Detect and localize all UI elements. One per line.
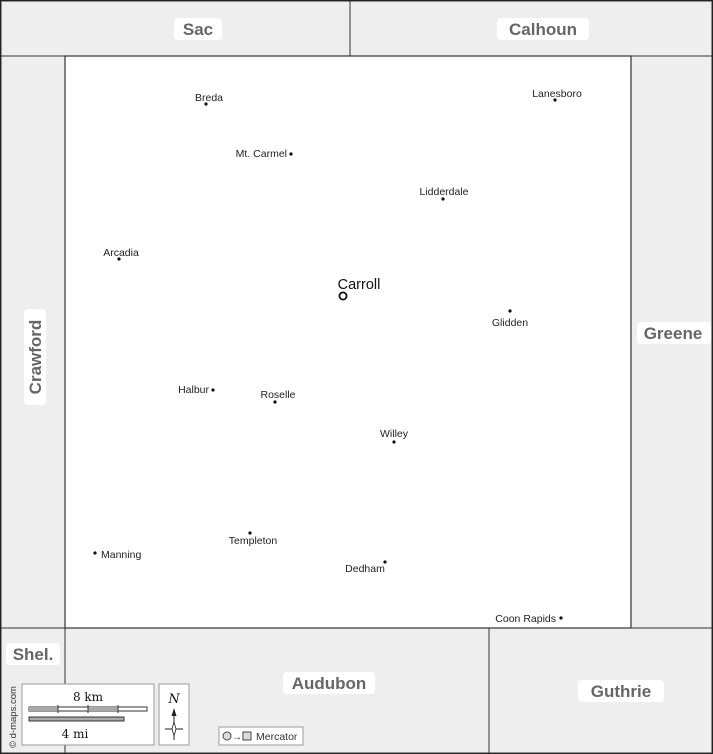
mt-carmel-label: Mt. Carmel xyxy=(236,148,287,160)
scale-mi-label: 4 mi xyxy=(62,727,89,741)
guthrie-label: Guthrie xyxy=(591,682,651,701)
sac-label-group: Sac xyxy=(174,18,222,40)
templeton-marker xyxy=(248,531,252,535)
scale-km-label: 8 km xyxy=(73,690,104,704)
roselle-label: Roselle xyxy=(260,389,295,401)
mt-carmel-marker xyxy=(289,152,293,156)
shelby-label: Shel. xyxy=(13,645,54,664)
carroll-seat-marker xyxy=(338,291,348,301)
scale-bar: 8 km 4 mi xyxy=(21,683,155,746)
crawford-label-group: Crawford xyxy=(24,309,46,405)
projection-label: Mercator xyxy=(256,731,298,743)
carroll-seat-label: Carroll xyxy=(338,277,381,293)
dedham-label: Dedham xyxy=(345,563,385,575)
shelby-label-group: Shel. xyxy=(6,643,60,665)
lidderdale-label: Lidderdale xyxy=(419,186,468,198)
flat-map-icon xyxy=(242,731,252,741)
greene-label-group: Greene xyxy=(637,322,711,344)
dedham-marker xyxy=(383,560,387,564)
greene-label: Greene xyxy=(644,324,703,343)
sac-label: Sac xyxy=(183,20,213,39)
willey-label: Willey xyxy=(380,428,409,440)
lanesboro-label: Lanesboro xyxy=(532,88,582,100)
arcadia-marker xyxy=(117,257,121,261)
audubon-label: Audubon xyxy=(292,674,367,693)
halbur-marker xyxy=(211,388,215,392)
arcadia-label: Arcadia xyxy=(103,247,139,259)
halbur-label: Halbur xyxy=(178,384,209,396)
projection-frame xyxy=(218,726,304,746)
coon-rapids-label: Coon Rapids xyxy=(495,613,556,625)
manning-label: Manning xyxy=(101,549,141,561)
north-label: N xyxy=(167,692,180,707)
crawford-label: Crawford xyxy=(26,320,45,395)
projection-legend: → Mercator xyxy=(218,726,304,746)
roselle-marker xyxy=(273,400,277,404)
manning-marker xyxy=(93,551,97,555)
credit-text: © d-maps.com xyxy=(8,686,19,748)
willey-marker xyxy=(392,440,396,444)
globe-icon xyxy=(222,731,232,741)
lanesboro-marker xyxy=(553,98,557,102)
breda-label: Breda xyxy=(195,92,223,104)
guthrie-label-group: Guthrie xyxy=(578,680,664,702)
arrow-icon: → xyxy=(232,732,242,743)
calhoun-label-group: Calhoun xyxy=(497,18,589,40)
carroll-county xyxy=(64,55,632,629)
lidderdale-marker xyxy=(441,197,445,201)
north-arrow: N xyxy=(158,683,190,746)
templeton-label: Templeton xyxy=(229,535,278,547)
calhoun-label: Calhoun xyxy=(509,20,577,39)
coon-rapids-marker xyxy=(559,616,563,620)
glidden-label: Glidden xyxy=(492,317,528,329)
breda-marker xyxy=(204,102,208,106)
audubon-label-group: Audubon xyxy=(283,672,375,694)
scale-bar-frame xyxy=(21,683,155,746)
glidden-marker xyxy=(508,309,512,313)
